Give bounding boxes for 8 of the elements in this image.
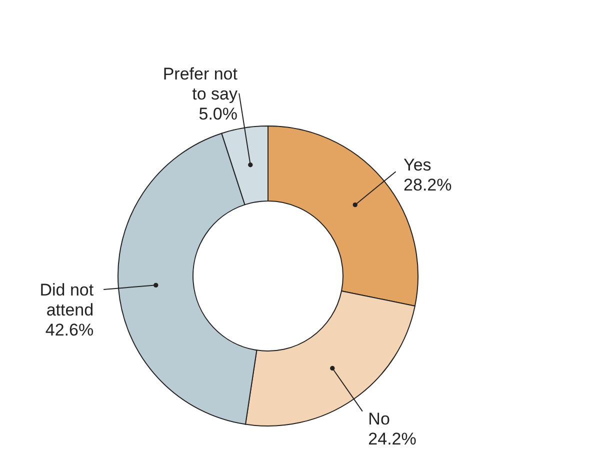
slice-label: Did not attend (40, 280, 94, 320)
slice-label: Yes (404, 155, 432, 174)
slice-label: Prefer not to say (162, 64, 238, 104)
slice-label: No (368, 409, 390, 428)
data-label: 24.2% (368, 429, 416, 448)
data-label: 5.0% (198, 104, 238, 124)
data-label: 28.2% (404, 175, 452, 194)
data-label: 42.6% (45, 320, 94, 340)
